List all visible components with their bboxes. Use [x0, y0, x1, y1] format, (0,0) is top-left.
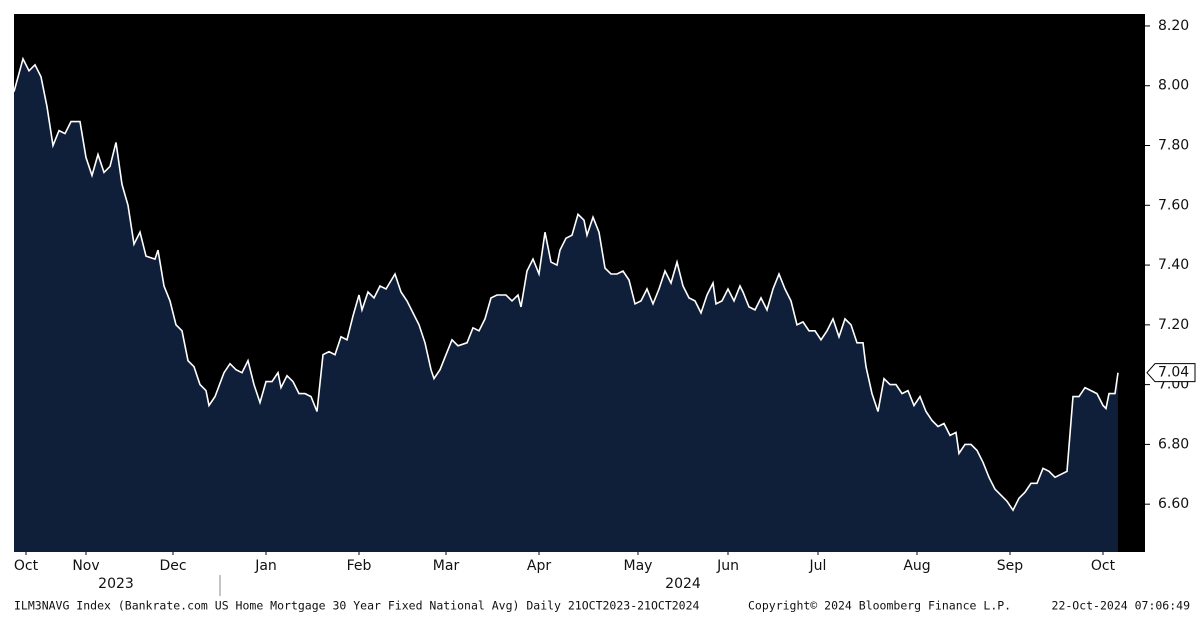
- x-tick-label: Apr: [527, 558, 551, 574]
- y-tick-label: 7.80: [1158, 138, 1189, 154]
- area: [14, 58, 1118, 553]
- last-value-box: [1146, 363, 1196, 383]
- x-tick-label: Nov: [72, 558, 99, 574]
- x-tick-label: Jun: [716, 558, 739, 574]
- y-tick-label: 7.60: [1158, 197, 1189, 213]
- year-label: 2024: [665, 576, 701, 592]
- x-tick-label: Mar: [433, 558, 460, 574]
- x-tick-label: Feb: [347, 558, 372, 574]
- x-tick-label: Sep: [997, 558, 1024, 574]
- line: [13, 56, 1119, 512]
- x-tick-label: Aug: [903, 558, 930, 574]
- y-tick-label: 6.80: [1158, 436, 1189, 452]
- x-tick-label: Jan: [254, 558, 277, 574]
- footer-copyright: Copyright© 2024 Bloomberg Finance L.P.: [748, 599, 1011, 613]
- y-tick-label: 7.40: [1158, 257, 1189, 273]
- y-tick-label: 6.60: [1158, 496, 1189, 512]
- y-tick-label: 8.20: [1158, 18, 1189, 34]
- x-tick-label: Oct: [1091, 558, 1116, 574]
- y-tick-label: 7.20: [1158, 317, 1189, 333]
- footer-index: ILM3NAVG Index (Bankrate.com US Home Mor…: [14, 599, 700, 613]
- last-value-label: 7.04: [1158, 365, 1189, 381]
- x-tick-label: Jul: [809, 558, 827, 574]
- year-label: 2023: [98, 576, 134, 592]
- x-tick-label: May: [624, 558, 653, 574]
- x-tick-label: Dec: [159, 558, 186, 574]
- y-tick-label: 8.00: [1158, 78, 1189, 94]
- footer-timestamp: 22-Oct-2024 07:06:49: [1052, 599, 1191, 613]
- x-tick-label: Oct: [14, 558, 39, 574]
